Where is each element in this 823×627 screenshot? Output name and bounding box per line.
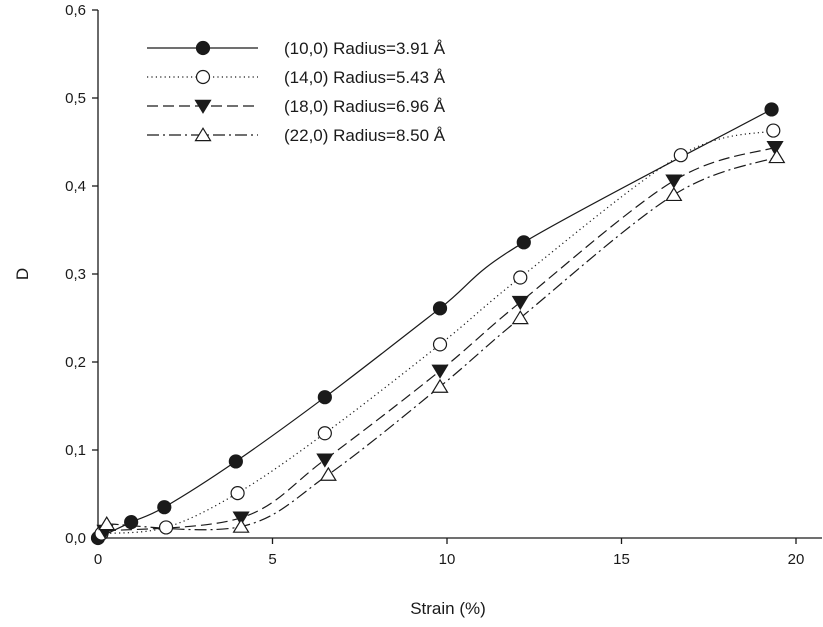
data-point-series-1	[766, 123, 781, 138]
legend-label-0: (10,0) Radius=3.91 Å	[284, 39, 446, 58]
data-point-series-0	[764, 102, 779, 117]
data-point-series-3	[511, 310, 529, 325]
data-point-series-1	[513, 270, 528, 285]
curves	[97, 108, 778, 539]
series-line-0	[97, 108, 772, 539]
data-point-series-1	[432, 337, 448, 352]
data-point-series-3	[768, 149, 786, 164]
x-tick-label: 5	[268, 551, 276, 568]
x-tick-label: 15	[613, 551, 630, 568]
legend-marker-3	[194, 127, 212, 142]
data-point-series-2	[316, 453, 334, 468]
data-point-series-0	[124, 515, 139, 530]
data-point-series-0	[228, 454, 243, 469]
data-point-series-2	[766, 141, 784, 156]
ticks: 0 5 10 15 20 0,0 0,1 0,2 0,3 0,4 0,5 0,6	[65, 2, 804, 568]
x-tick-label: 0	[94, 551, 102, 568]
legend-marker-0	[195, 40, 211, 56]
legend: (10,0) Radius=3.91 Å (14,0) Radius=5.43 Å…	[147, 39, 446, 145]
x-axis-title: Strain (%)	[410, 599, 486, 618]
y-tick-label: 0,4	[65, 178, 86, 195]
x-tick-label: 20	[788, 551, 805, 568]
data-point-series-3	[232, 518, 250, 533]
data-point-series-3	[665, 186, 683, 202]
data-point-series-3	[319, 466, 337, 481]
data-point-series-2	[665, 174, 683, 189]
data-point-series-0	[317, 390, 332, 405]
legend-marker-1	[195, 69, 211, 85]
legend-label-3: (22,0) Radius=8.50 Å	[284, 126, 446, 145]
data-point-series-2	[431, 364, 449, 379]
data-point-series-3	[431, 378, 449, 393]
legend-label-1: (14,0) Radius=5.43 Å	[284, 68, 446, 87]
data-point-series-1	[158, 520, 174, 535]
data-point-series-1	[673, 148, 688, 163]
x-tick-label: 10	[439, 551, 456, 568]
y-tick-label: 0,5	[65, 90, 86, 107]
y-tick-label: 0,6	[65, 2, 86, 19]
legend-marker-2	[194, 99, 212, 114]
data-point-series-0	[157, 500, 172, 515]
markers	[90, 102, 786, 546]
y-tick-label: 0,2	[65, 354, 86, 371]
data-point-series-1	[317, 426, 332, 441]
axes	[97, 10, 822, 539]
y-tick-label: 0,0	[65, 530, 86, 547]
data-point-series-2	[511, 295, 529, 311]
y-tick-label: 0,3	[65, 266, 86, 283]
data-point-series-0	[516, 235, 531, 250]
y-tick-label: 0,1	[65, 442, 86, 459]
data-point-series-2	[232, 511, 250, 526]
data-point-series-1	[230, 486, 245, 501]
legend-label-2: (18,0) Radius=6.96 Å	[284, 97, 446, 116]
data-point-series-3	[98, 516, 116, 531]
data-point-series-0	[432, 301, 448, 316]
y-axis-title: D	[13, 268, 32, 280]
